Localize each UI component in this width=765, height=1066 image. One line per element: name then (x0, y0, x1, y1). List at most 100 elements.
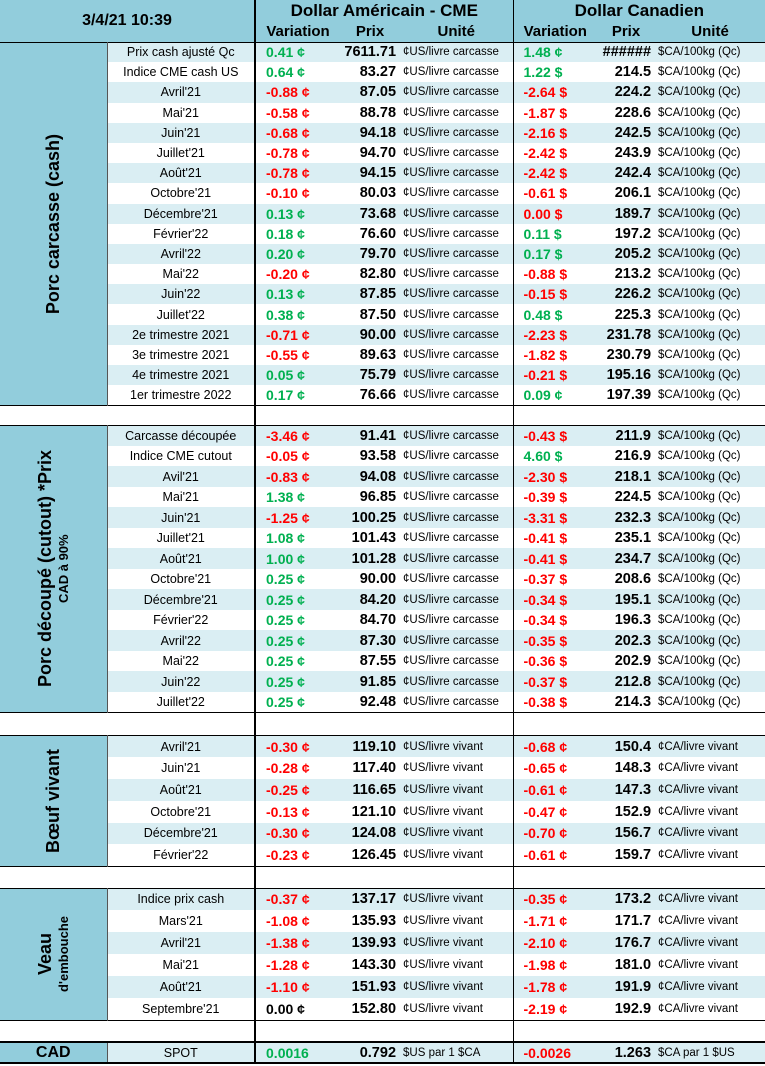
ca-prix: 224.5 (614, 489, 652, 506)
ca-prix: 226.2 (597, 284, 656, 305)
us-prix: 101.28 (340, 548, 401, 569)
ca-prix: 225.3 (614, 306, 652, 323)
ca-variation: -3.31 $ (513, 507, 598, 528)
row-label: Juillet'21 (107, 142, 257, 164)
cad-label: CAD (0, 1041, 108, 1065)
us-variation: -3.46 ¢ (255, 424, 341, 446)
table-row: Juin'22 0.13 ¢ 87.85 ¢US/livre carcasse -0.1… (0, 284, 765, 305)
us-prix: 152.80 (351, 1000, 397, 1017)
us-prix: 91.85 (340, 671, 401, 692)
row-label: Décembre'21 (107, 589, 257, 610)
ca-unit: $CA/100kg (Qc) (658, 614, 741, 627)
ca-unit: $CA/100kg (Qc) (658, 66, 741, 79)
ca-unit: $CA/100kg (Qc) (658, 491, 741, 504)
us-unit: ¢US/livre carcasse (400, 650, 514, 672)
ca-unit: ¢CA/livre vivant (655, 822, 765, 845)
section-label: Veau d'embouche (0, 887, 108, 1021)
us-unit: ¢US/livre vivant (400, 734, 514, 758)
us-prix: 117.40 (352, 760, 397, 777)
us-unit: ¢US/livre vivant (400, 976, 514, 999)
section-title: Porc carcasse (cash) (42, 134, 64, 314)
us-prix: 94.18 (340, 122, 401, 143)
row-label: Août'21 (107, 548, 257, 569)
us-prix: 139.93 (340, 932, 401, 955)
ca-variation: -2.10 ¢ (513, 932, 598, 955)
ca-variation: -1.71 ¢ (523, 913, 568, 930)
row-label: Avril'21 (107, 734, 257, 758)
table-row: Mai'22 0.25 ¢ 87.55 ¢US/livre carcasse -0.36… (0, 650, 765, 672)
spacer-cell (255, 404, 514, 426)
ca-variation: -0.38 $ (523, 693, 568, 710)
ca-unit: $CA/100kg (Qc) (658, 655, 741, 668)
ca-variation: -0.21 $ (513, 365, 598, 386)
ca-variation: -0.68 ¢ (513, 734, 598, 758)
us-unit: ¢US/livre carcasse (400, 671, 514, 692)
ca-variation: -0.39 $ (523, 489, 568, 506)
ca-unit: $CA/100kg (Qc) (658, 227, 741, 240)
ca-prix: 202.9 (614, 653, 652, 670)
spacer-cell (513, 865, 765, 889)
us-prix: 82.80 (359, 266, 397, 283)
us-unit: ¢US/livre vivant (400, 910, 514, 933)
us-unit: ¢US/livre carcasse (400, 284, 514, 305)
us-unit: ¢US/livre carcasse (400, 527, 514, 549)
ca-unit: $CA/100kg (Qc) (658, 573, 741, 586)
table-row: Bœuf vivant Avril'21 -0.30 ¢ 119.10 ¢US/livr… (0, 734, 765, 867)
ca-unit: ¢CA/livre vivant (655, 734, 765, 758)
us-variation: -0.71 ¢ (255, 324, 341, 345)
ca-unit: $CA/100kg (Qc) (655, 41, 765, 63)
row-label: Juillet'21 (107, 527, 257, 549)
us-unit: ¢US/livre vivant (400, 998, 514, 1021)
ca-prix: 147.3 (597, 778, 656, 801)
us-variation: 0.25 ¢ (255, 671, 341, 692)
us-unit: ¢US/livre vivant (400, 932, 514, 955)
us-variation: -0.78 ¢ (266, 145, 310, 162)
us-prix: 94.08 (340, 466, 401, 487)
row-label: Mai'22 (107, 650, 257, 672)
us-unite-header: Unité (400, 21, 514, 42)
row-label: 4e trimestre 2021 (107, 365, 257, 386)
table-row: Août'21 -0.25 ¢ 116.65 ¢US/livre vivant -0.6… (0, 778, 765, 801)
us-unit: ¢US/livre carcasse (400, 324, 514, 345)
us-variation: 0.64 ¢ (266, 64, 305, 81)
us-prix: 75.79 (340, 365, 401, 386)
us-prix: 84.70 (359, 612, 397, 629)
ca-unit: $CA/100kg (Qc) (658, 450, 741, 463)
us-variation: -0.13 ¢ (266, 803, 310, 820)
ca-variation: 0.00 $ (513, 203, 598, 224)
us-variation: 0.13 ¢ (255, 203, 341, 224)
us-variation: -0.88 ¢ (255, 82, 341, 103)
us-unit: ¢US/livre carcasse (400, 223, 514, 244)
ca-unit: $CA/100kg (Qc) (658, 106, 741, 119)
section-title-text: Veau (35, 933, 56, 976)
ca-unit: ¢CA/livre vivant (658, 805, 738, 818)
ca-prix: 242.4 (597, 163, 656, 184)
us-variation: 1.00 ¢ (255, 548, 341, 569)
us-unit: ¢US/livre carcasse (400, 102, 514, 123)
us-unit: ¢US/livre carcasse (400, 264, 514, 285)
us-variation: -0.58 ¢ (266, 104, 310, 121)
row-label: Mai'22 (107, 264, 257, 285)
ca-prix: 181.0 (614, 957, 652, 974)
spacer-cell (0, 711, 257, 736)
ca-variation: -0.34 $ (523, 612, 568, 629)
section-label: Porc carcasse (cash) (0, 41, 108, 406)
ca-prix: 176.7 (597, 932, 656, 955)
us-unit: ¢US/livre vivant (400, 800, 514, 823)
row-label: Prix cash ajusté Qc (107, 41, 257, 63)
us-unit: ¢US/livre carcasse (400, 163, 514, 184)
us-variation: -0.30 ¢ (255, 822, 341, 845)
ca-prix: 212.8 (597, 671, 656, 692)
us-prix: 94.70 (359, 145, 397, 162)
row-label: Février'22 (107, 609, 257, 631)
ca-unit: ¢CA/livre vivant (658, 849, 738, 861)
ca-unit: $CA/100kg (Qc) (655, 671, 765, 692)
row-label: Mai'21 (107, 102, 257, 123)
us-variation: -1.08 ¢ (266, 913, 310, 930)
table-row: Avil'21 -0.83 ¢ 94.08 ¢US/livre carcasse -2.… (0, 466, 765, 487)
us-variation: 0.38 ¢ (266, 306, 305, 323)
ca-unit: $CA/100kg (Qc) (655, 424, 765, 446)
ca-variation: -0.61 $ (523, 185, 568, 202)
table-row: Indice CME cash US 0.64 ¢ 83.27 ¢US/livre c… (0, 62, 765, 83)
